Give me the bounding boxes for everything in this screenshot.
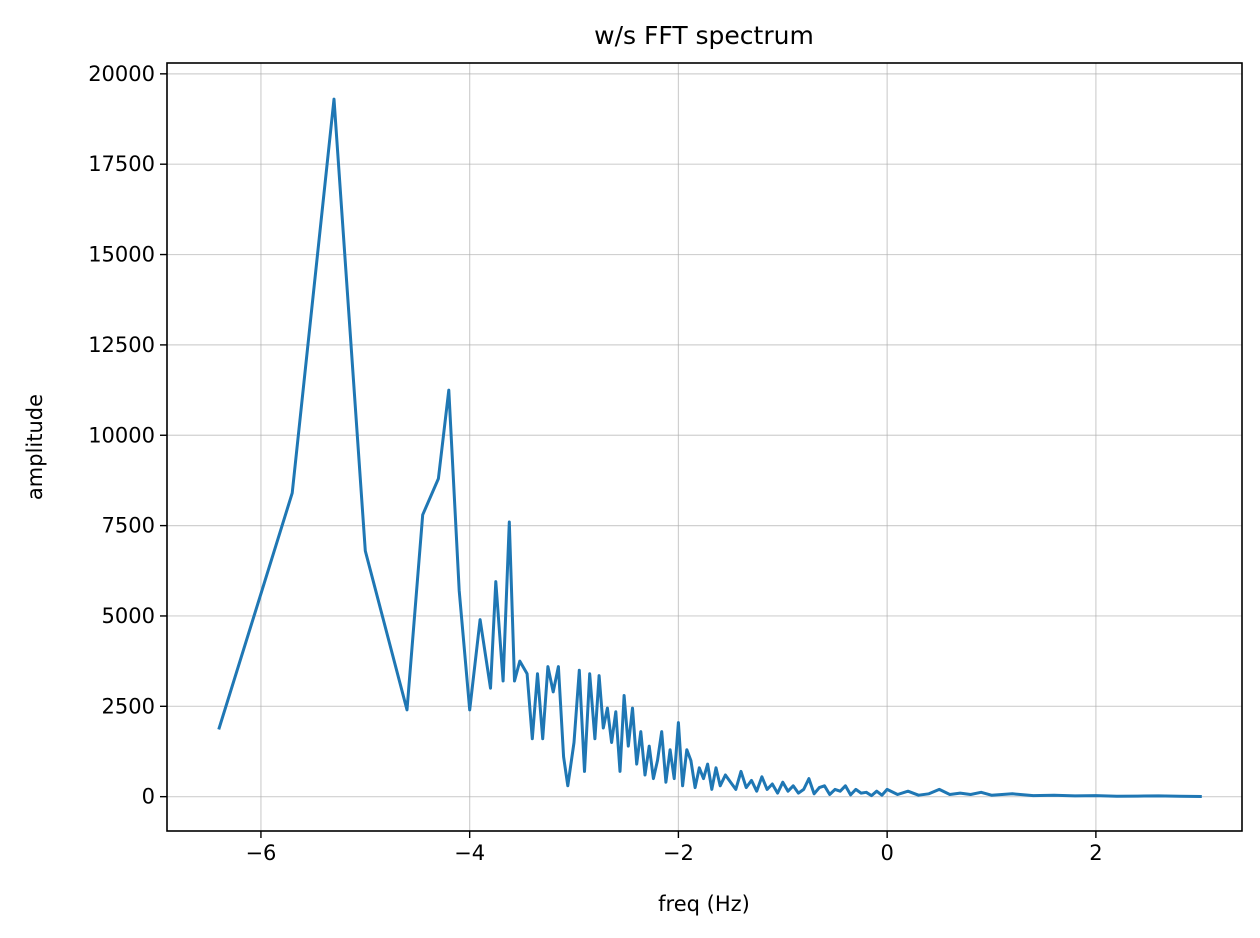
y-axis-label: amplitude [23, 394, 47, 500]
y-tick-label: 7500 [102, 514, 155, 538]
y-tick-label: 5000 [102, 604, 155, 628]
y-tick-label: 15000 [88, 243, 155, 267]
x-tick-label: 2 [1089, 841, 1102, 865]
x-tick-label: 0 [880, 841, 893, 865]
y-tick-label: 17500 [88, 152, 155, 176]
y-tick-label: 10000 [88, 423, 155, 447]
x-tick-label: −6 [245, 841, 276, 865]
chart-title: w/s FFT spectrum [594, 21, 814, 50]
y-tick-label: 12500 [88, 333, 155, 357]
y-tick-label: 20000 [88, 62, 155, 86]
x-axis-label: freq (Hz) [658, 892, 750, 916]
y-tick-label: 2500 [102, 694, 155, 718]
y-tick-label: 0 [142, 785, 155, 809]
x-tick-label: −4 [454, 841, 485, 865]
x-tick-label: −2 [663, 841, 694, 865]
